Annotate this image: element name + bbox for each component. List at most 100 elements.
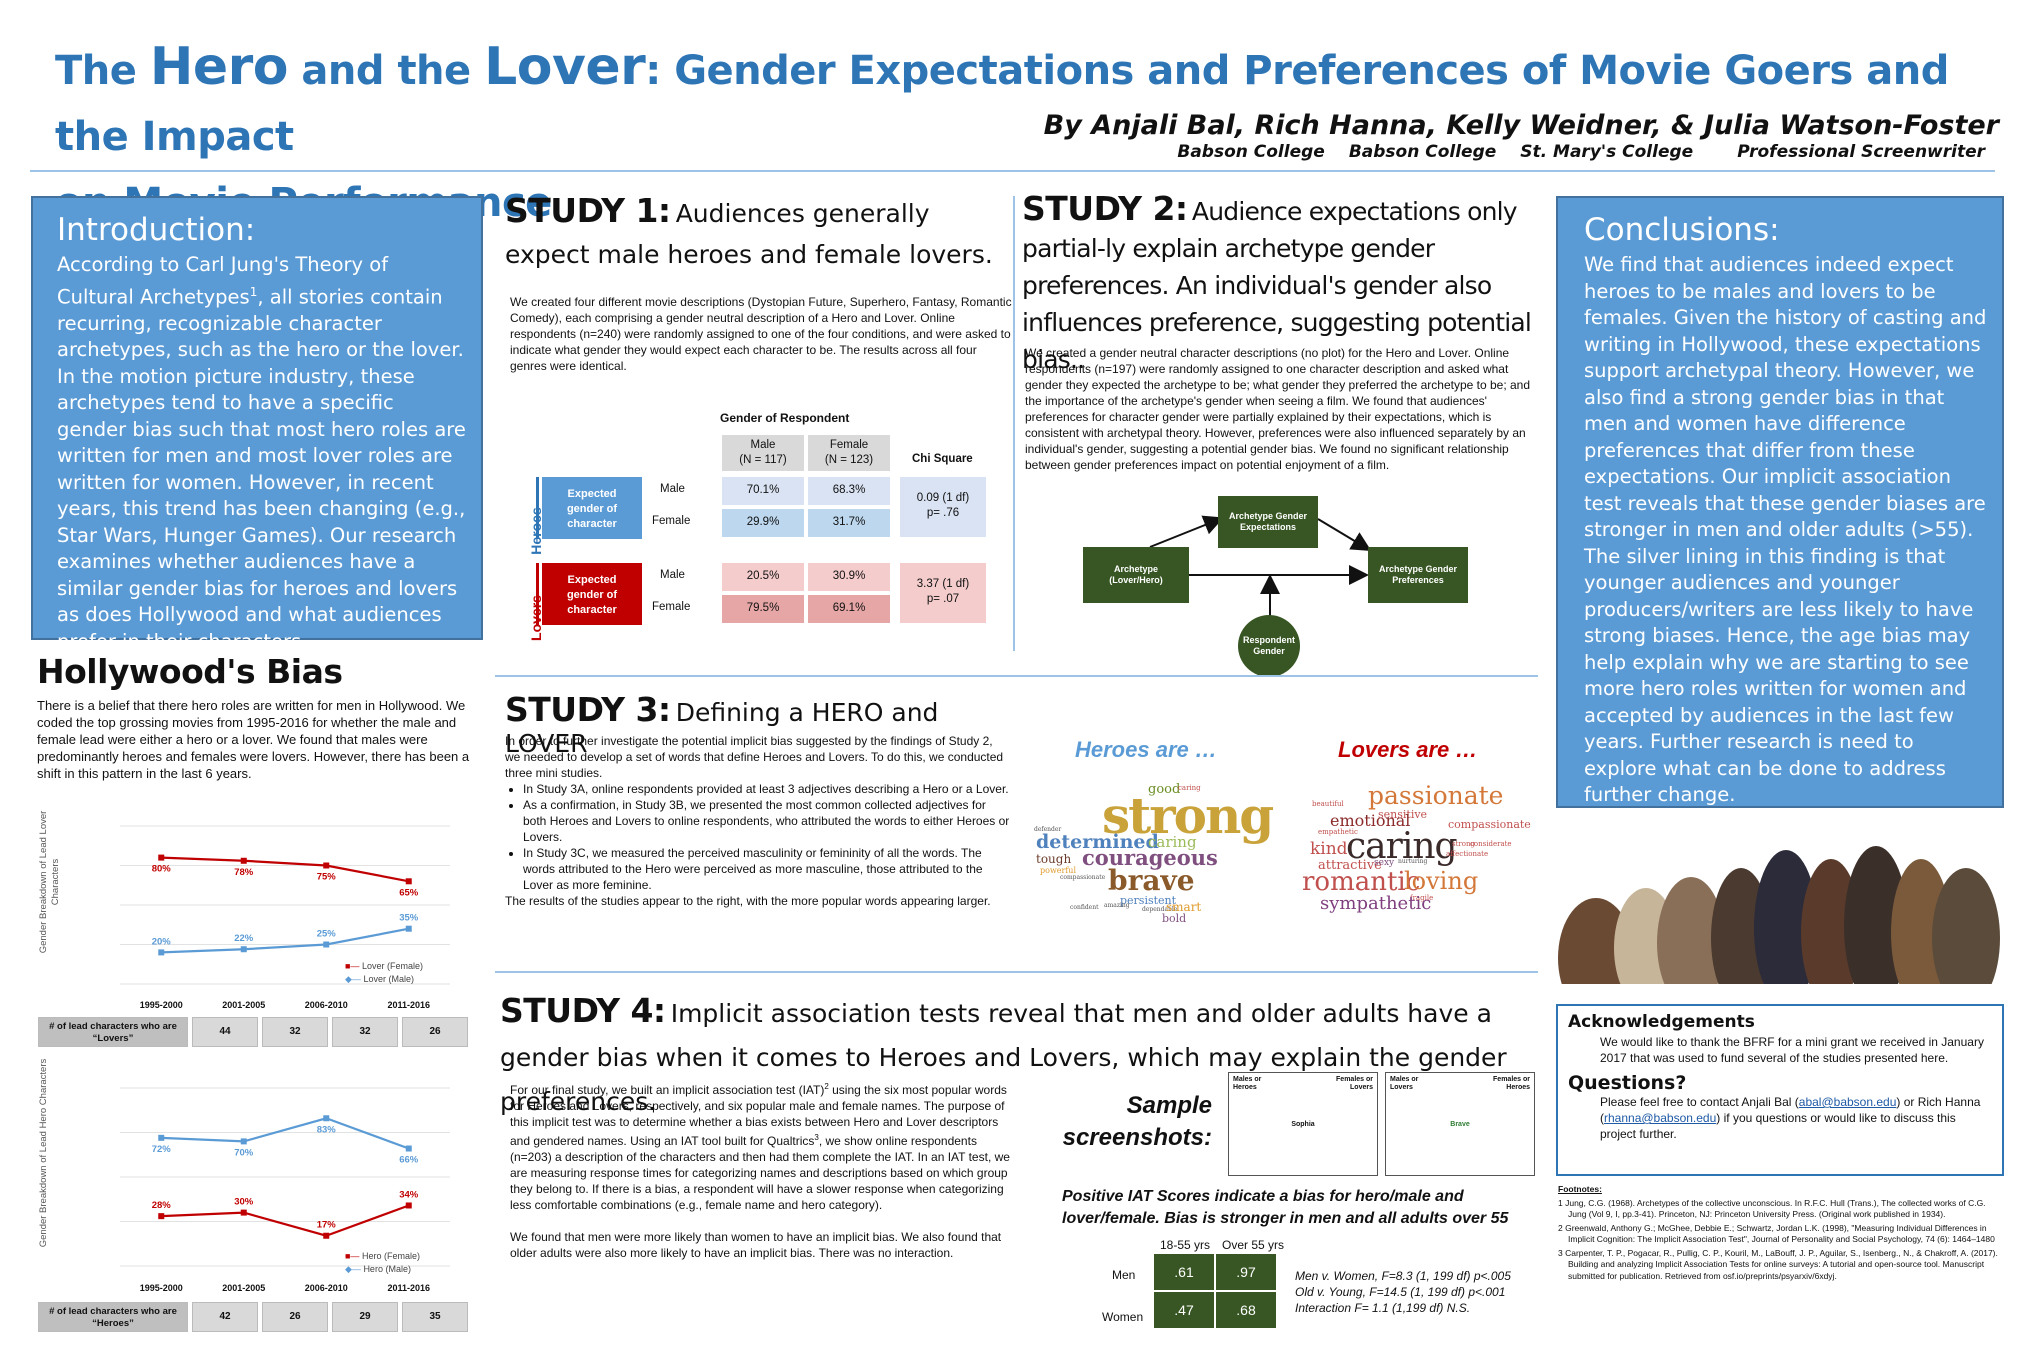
data-point: [323, 1232, 330, 1239]
count-cell: 32: [332, 1017, 398, 1047]
word: sexy: [1374, 858, 1395, 868]
data-point: [405, 1202, 412, 1209]
word: emotional: [1330, 811, 1411, 830]
email-link[interactable]: abal@babson.edu: [1798, 1095, 1897, 1109]
lover-legend: ■— Lover (Female) ◆— Lover (Male): [345, 961, 423, 984]
study3-bullets: In Study 3A, online respondents provided…: [505, 781, 1010, 893]
word: romantic: [1302, 867, 1421, 897]
data-point: [158, 854, 165, 861]
data-label: 72%: [152, 1144, 172, 1155]
heroes-are-label: Heroes are …: [1075, 737, 1217, 762]
data-label: 20%: [152, 936, 172, 947]
movie-characters-collage: [1556, 846, 2004, 984]
hollywood-text: There is a belief that there hero roles …: [37, 698, 470, 781]
word: caring: [1346, 826, 1458, 867]
data-label: 35%: [399, 913, 419, 924]
sample-screenshot-1: Males or Heroes Females or Lovers Sophia: [1228, 1072, 1378, 1176]
word: caring: [1148, 833, 1197, 851]
data-point: [323, 1115, 330, 1122]
count-label: # of lead characters who are “Heroes”: [38, 1302, 188, 1332]
x-tick: 2001-2005: [222, 1000, 266, 1010]
lovers-chi: 3.37 (1 df) p= .07: [900, 563, 986, 623]
word: bold: [1162, 912, 1187, 925]
data-point: [405, 878, 412, 885]
lover-chart: 80% 78% 75% 65% 20% 22% 25% 35%: [120, 825, 450, 985]
node-preferences: Archetype Gender Preferences: [1368, 547, 1468, 603]
word: courageous: [1082, 845, 1218, 870]
footnotes-heading: Footnotes:: [1558, 1184, 1602, 1194]
section-divider: [495, 971, 1538, 973]
word: loving: [1404, 867, 1479, 895]
word: beautiful: [1312, 800, 1344, 808]
affiliation: St. Mary's College: [1520, 142, 1694, 162]
lovers-are-label: Lovers are …: [1338, 737, 1478, 762]
x-tick: 2006-2010: [304, 1283, 348, 1293]
word: sympathetic: [1320, 893, 1432, 914]
iat-cell: .61: [1152, 1252, 1216, 1292]
word: strong: [1452, 840, 1475, 848]
iat-row-men: Men: [1112, 1268, 1136, 1282]
table-cell: 29.9%: [722, 509, 804, 537]
heroes-expected-label: Expected gender of character: [542, 477, 642, 539]
word: good: [1148, 782, 1181, 797]
word: defender: [1034, 826, 1062, 833]
iat-col1: 18-55 yrs: [1160, 1238, 1211, 1252]
table-cell: 20.5%: [722, 563, 804, 591]
data-point: [323, 862, 330, 869]
table-cell: 68.3%: [808, 477, 890, 505]
conclusions-heading: Conclusions:: [1584, 212, 1780, 248]
study4-text: For our final study, we built an implici…: [510, 1082, 1010, 1260]
study1-heading: STUDY 1: Audiences generally expect male…: [505, 191, 993, 270]
hero-wordcloud: good caring strong determined caring tou…: [1030, 775, 1280, 925]
iat-title: Positive IAT Scores indicate a bias for …: [1062, 1188, 1509, 1227]
study1-text: We created four different movie descript…: [510, 295, 1012, 373]
data-point: [240, 1209, 247, 1216]
data-point: [405, 1145, 412, 1152]
table-col-female: Female (N = 123): [808, 435, 890, 471]
iat-row-women: Women: [1102, 1310, 1144, 1324]
data-label: 80%: [152, 864, 172, 875]
lovers-expected-label: Expected gender of character: [542, 563, 642, 625]
data-label: 66%: [399, 1155, 419, 1166]
word: empathetic: [1318, 828, 1358, 836]
authors: By Anjali Bal, Rich Hanna, Kelly Weidner…: [1043, 110, 1999, 141]
ack-text: We would like to thank the BFRF for a mi…: [1600, 1035, 1984, 1065]
email-link[interactable]: rhanna@babson.edu: [1604, 1111, 1717, 1125]
word: attractive: [1318, 858, 1382, 873]
lover-wordcloud: passionate sensitive beautiful emotional…: [1300, 775, 1540, 925]
word: fragile: [1410, 894, 1434, 902]
table-cell: 79.5%: [722, 595, 804, 623]
bullet-item: In Study 3A, online respondents provided…: [523, 781, 1010, 797]
word: amazing: [1104, 902, 1130, 909]
row-label: Female: [652, 515, 691, 527]
table-col-male: Male (N = 117): [722, 435, 804, 471]
sample-screenshots-label: Sample screenshots:: [1062, 1092, 1212, 1151]
count-cell: 26: [262, 1302, 328, 1332]
data-label: 25%: [317, 929, 337, 940]
node-expectations: Archetype Gender Expectations: [1218, 496, 1318, 548]
hero-chart-xlabels: 1995-2000 2001-2005 2006-2010 2011-2016: [120, 1283, 450, 1293]
word: smart: [1166, 900, 1202, 914]
word: tough: [1036, 852, 1072, 866]
word: determined: [1036, 831, 1159, 853]
data-point: [240, 857, 247, 864]
count-cell: 35: [402, 1302, 468, 1332]
bullet-item: In Study 3C, we measured the perceived m…: [523, 845, 1010, 893]
data-label: 17%: [317, 1220, 337, 1231]
count-cell: 32: [262, 1017, 328, 1047]
hero-count-row: # of lead characters who are “Heroes” 42…: [38, 1302, 468, 1332]
word: passionate: [1368, 781, 1504, 810]
study2-text: We created a gender neutral character de…: [1025, 346, 1531, 472]
study4-heading: STUDY 4: Implicit association tests reve…: [500, 991, 1507, 1116]
word: powerful: [1040, 866, 1077, 875]
iat-cell: .47: [1152, 1290, 1216, 1330]
ack-heading: Acknowledgements: [1568, 1012, 1755, 1032]
data-point: [158, 1213, 165, 1220]
data-point: [240, 946, 247, 953]
hollywood-heading: Hollywood's Bias: [37, 652, 343, 691]
data-point: [323, 941, 330, 948]
data-point: [405, 925, 412, 932]
iat-cell: .97: [1214, 1252, 1278, 1292]
x-tick: 2011-2016: [387, 1283, 431, 1293]
table-cell: 69.1%: [808, 595, 890, 623]
